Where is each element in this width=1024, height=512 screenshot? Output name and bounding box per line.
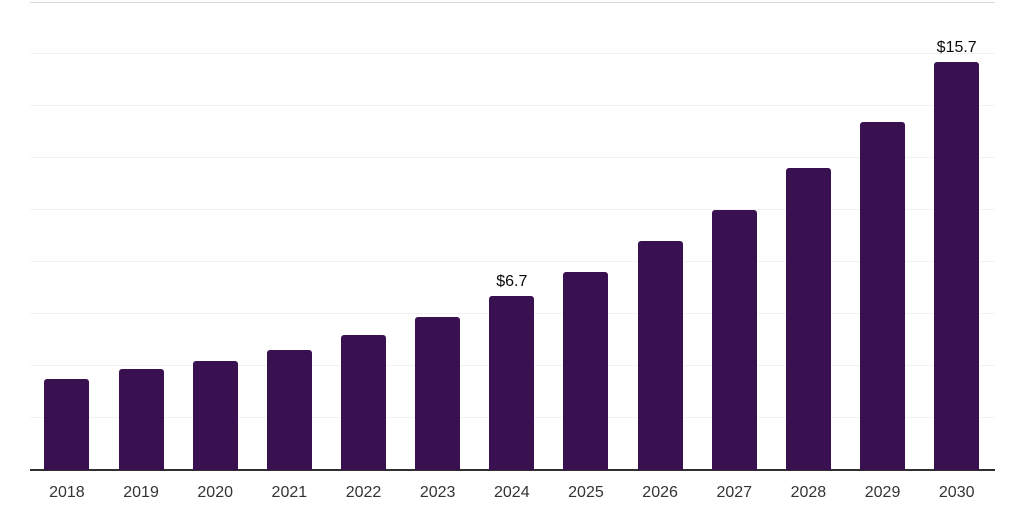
gridline [30, 209, 995, 210]
x-tick-label-2023: 2023 [419, 484, 456, 501]
x-tick-label-2021: 2021 [271, 484, 308, 501]
x-tick-label-2022: 2022 [345, 484, 382, 501]
bar-2022 [341, 334, 386, 470]
x-tick-label-2025: 2025 [568, 484, 604, 501]
bar-2027 [711, 210, 757, 470]
x-tick-label-2019: 2019 [123, 484, 159, 501]
x-tick-label-2024: 2024 [494, 484, 530, 501]
x-tick-label-2028: 2028 [790, 484, 827, 501]
bar-2020 [192, 360, 238, 470]
plot-area: 2018 2019 2020 2021 2022 2023 2024 $6.7 2025 2026… [30, 2, 995, 501]
data-label-2030: $15.7 [936, 38, 977, 56]
x-tick-label-2030: 2030 [938, 484, 975, 501]
x-tick-label-2026: 2026 [642, 484, 678, 501]
bar-2023 [415, 316, 461, 470]
x-tick-label-2020: 2020 [197, 484, 233, 501]
gridline [30, 261, 995, 262]
bar-2028 [785, 168, 831, 470]
data-label-2024: $6.7 [496, 272, 528, 290]
bar-2029 [860, 121, 906, 470]
bar-2025 [563, 272, 609, 470]
x-tick-label-2027: 2027 [716, 484, 753, 501]
x-tick-label-2018: 2018 [49, 484, 85, 501]
bar-2018 [44, 379, 90, 470]
gridline [30, 157, 995, 158]
x-tick-label-2029: 2029 [864, 484, 901, 501]
bar-2026 [637, 241, 683, 470]
bar-2024 [489, 295, 535, 470]
x-axis-line [30, 469, 995, 471]
plot-top-border [30, 2, 995, 3]
bar-2019 [118, 368, 164, 470]
bar-2030 [934, 61, 980, 470]
bar-2021 [266, 350, 312, 470]
gridline [30, 53, 995, 54]
gridline [30, 105, 995, 106]
